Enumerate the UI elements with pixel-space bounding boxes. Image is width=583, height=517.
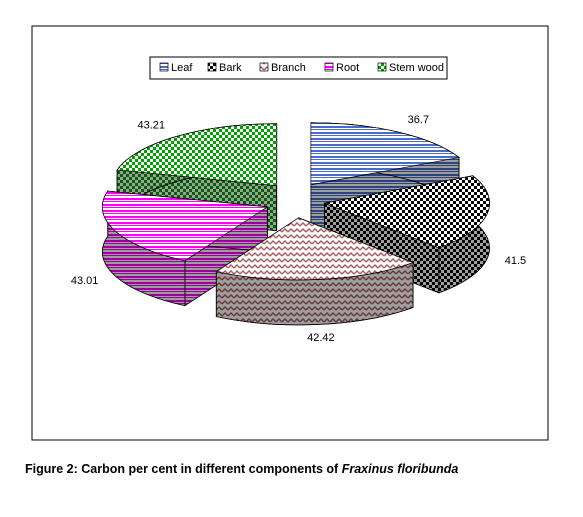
legend-swatch (324, 62, 334, 72)
caption-text: Figure 2: Carbon per cent in different c… (25, 462, 339, 476)
legend-label: Stem wood (389, 62, 444, 74)
legend-label: Bark (219, 62, 242, 74)
legend: Leaf Bark Branch Root Stem wood (159, 62, 444, 74)
legend-swatch (259, 62, 269, 72)
slice (101, 189, 269, 307)
slice (323, 175, 490, 294)
value-label: 42.42 (307, 332, 335, 344)
value-label: 43.01 (71, 275, 99, 287)
slice-top (323, 175, 490, 249)
slice-top (116, 123, 278, 187)
pie: 36.7 43.21 41.5 43.01 42.42 (71, 114, 526, 344)
slice (215, 217, 415, 326)
legend-label: Leaf (171, 62, 193, 74)
value-label: 41.5 (505, 255, 526, 267)
legend-swatch (159, 62, 169, 72)
caption-species: Fraxinus floribunda (342, 462, 459, 476)
caption: Figure 2: Carbon per cent in different c… (25, 462, 458, 476)
legend-box (149, 56, 448, 80)
legend-swatch (207, 62, 217, 72)
slice-top (101, 190, 269, 262)
value-label: 36.7 (408, 114, 429, 126)
legend-swatch (377, 62, 387, 72)
slice-top (310, 122, 460, 186)
slice-top (215, 217, 415, 281)
legend-label: Root (336, 62, 359, 74)
value-label: 43.21 (137, 119, 165, 131)
legend-label: Branch (271, 62, 306, 74)
